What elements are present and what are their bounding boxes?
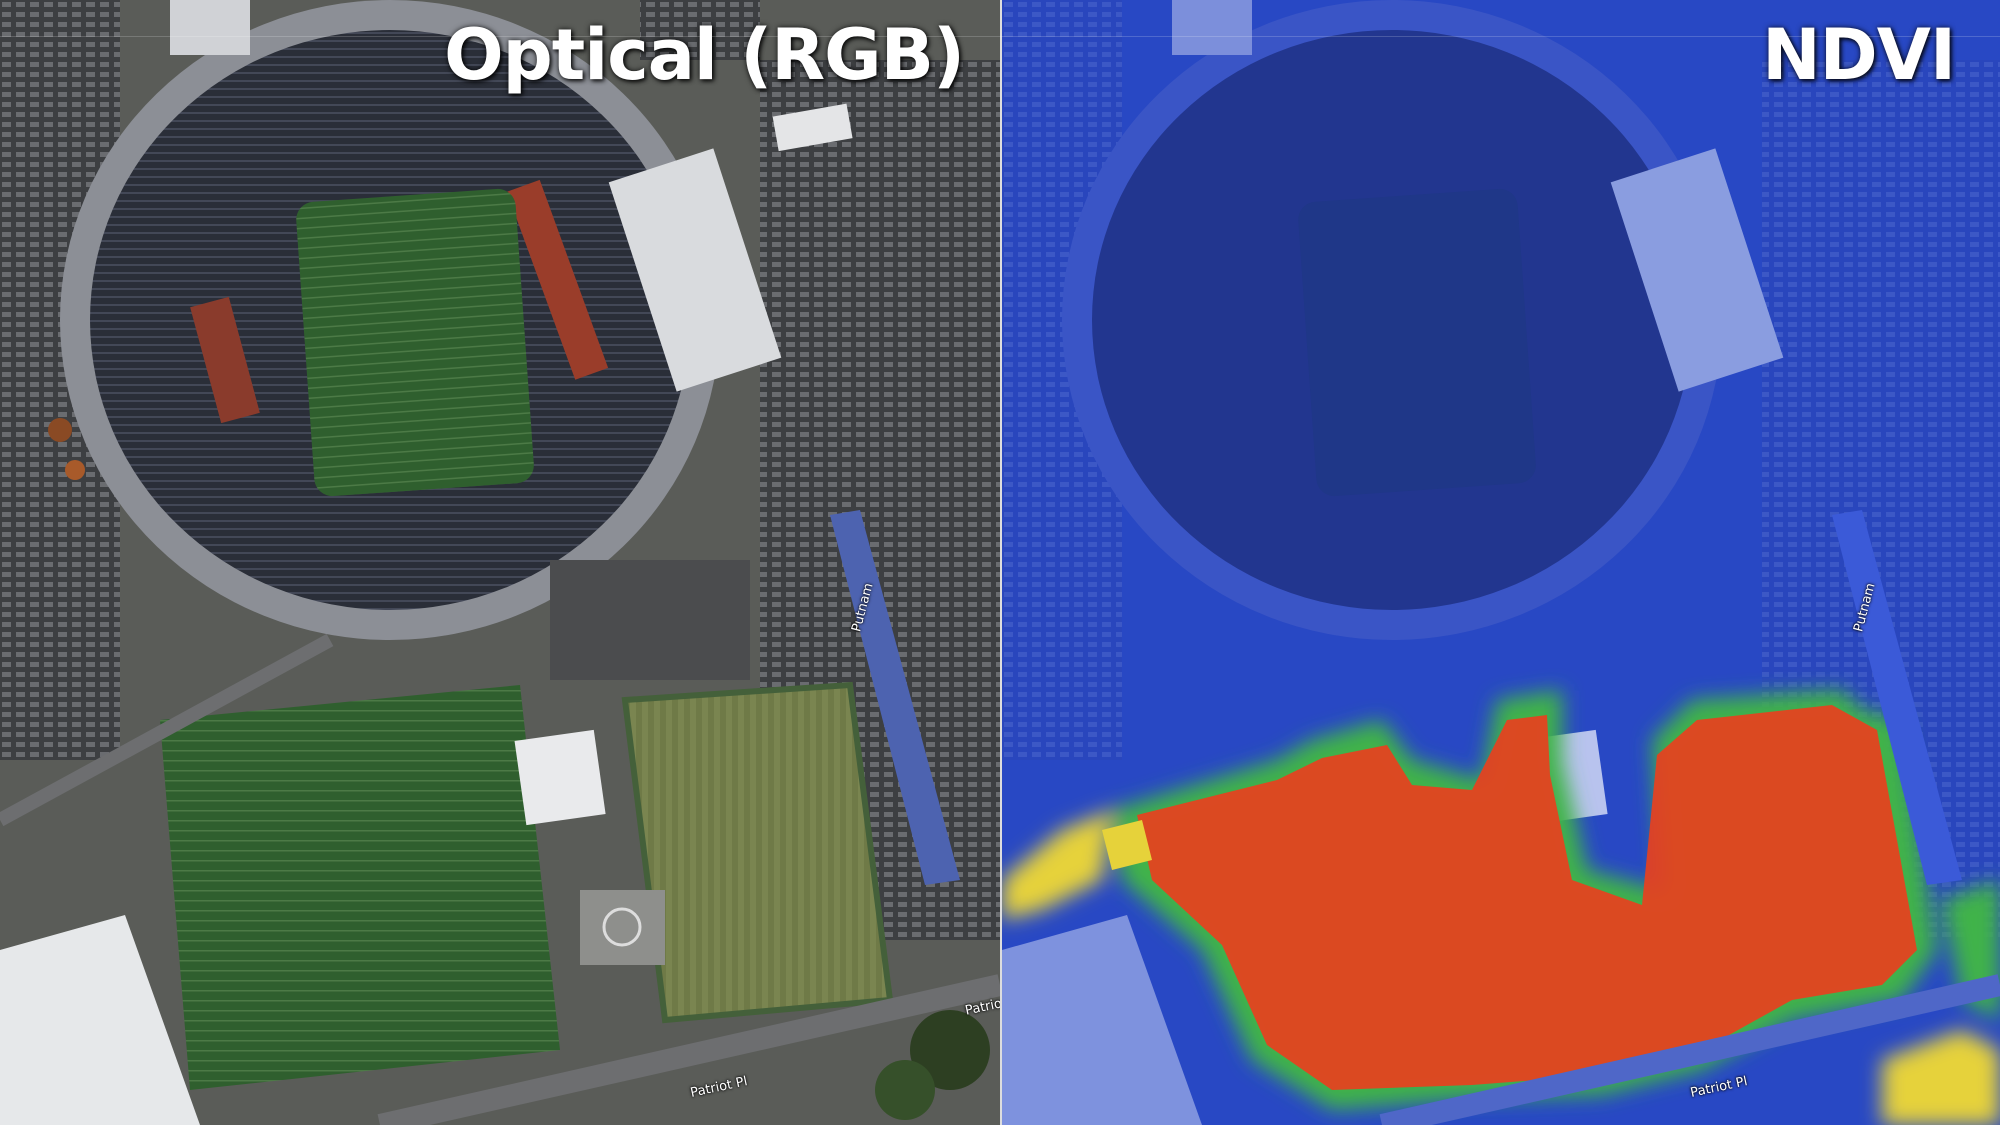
ndvi-panel: NDVI Patriot Pl Putnam [1002, 0, 2000, 1125]
ndvi-heatmap-image [1002, 0, 2000, 1125]
optical-aerial-image [0, 0, 1000, 1125]
tile-grid-line [0, 36, 2000, 37]
optical-rgb-panel: Optical (RGB) Patriot Pl Patrio Putnam [0, 0, 1000, 1125]
panel-divider [1000, 0, 1002, 1125]
panel-title-ndvi: NDVI [1762, 14, 1956, 96]
panel-title-optical: Optical (RGB) [444, 14, 965, 96]
